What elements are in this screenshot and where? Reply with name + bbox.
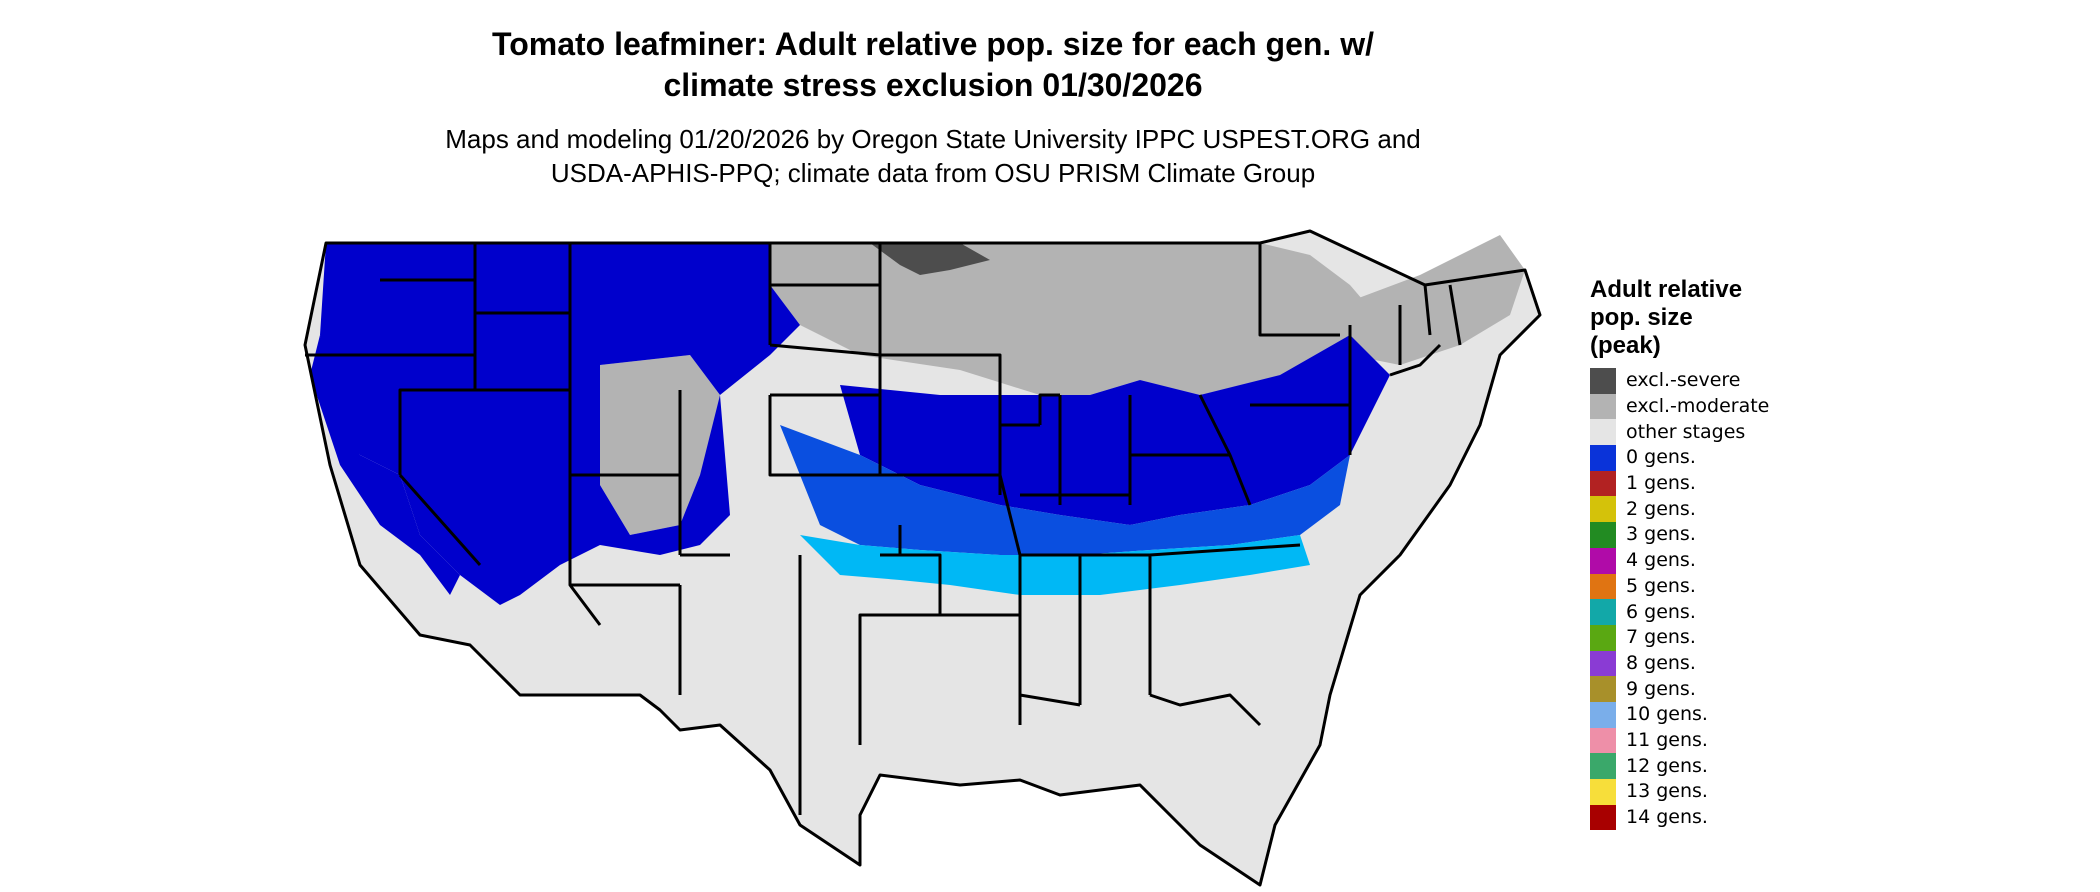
legend-item: 1 gens. (1590, 470, 1769, 497)
legend-item: 13 gens. (1590, 779, 1769, 805)
map-title: Tomato leafminer: Adult relative pop. si… (0, 24, 1866, 106)
legend-swatch (1590, 779, 1616, 805)
legend-swatch (1590, 650, 1616, 677)
legend-label: 8 gens. (1626, 651, 1696, 674)
map-legend: Adult relative pop. size (peak) excl.-se… (1590, 276, 1770, 831)
legend-label: 2 gens. (1626, 497, 1696, 520)
legend-label: 14 gens. (1626, 806, 1708, 829)
legend-label: 1 gens. (1626, 472, 1696, 495)
legend-label: 4 gens. (1626, 549, 1696, 572)
legend-item: 6 gens. (1590, 599, 1769, 625)
legend-item: 5 gens. (1590, 573, 1769, 600)
legend-label: 3 gens. (1626, 523, 1696, 546)
legend-swatch (1590, 522, 1616, 548)
legend-item: 12 gens. (1590, 753, 1769, 779)
legend-item: 4 gens. (1590, 547, 1769, 574)
legend-label: 13 gens. (1626, 780, 1708, 803)
legend-label: 6 gens. (1626, 600, 1696, 623)
legend-swatch (1590, 393, 1616, 420)
legend-swatch (1590, 676, 1616, 702)
legend-item: 9 gens. (1590, 676, 1769, 702)
legend-title-line-1: Adult relative (1590, 276, 1743, 303)
legend-label: 9 gens. (1626, 677, 1696, 700)
legend-swatch (1590, 470, 1616, 497)
legend-swatch (1590, 445, 1616, 471)
legend-swatch (1590, 624, 1616, 651)
legend-label: 10 gens. (1626, 703, 1708, 726)
legend-swatch (1590, 368, 1616, 394)
legend-item: 2 gens. (1590, 496, 1769, 523)
map-title-line-2: climate stress exclusion 01/30/2026 (663, 67, 1203, 103)
state-boundaries (303, 229, 1542, 887)
us-map (303, 229, 1542, 887)
legend-swatch (1590, 419, 1616, 446)
region-deep-blue-east (840, 335, 1390, 525)
legend-swatch (1590, 573, 1616, 600)
legend-title: Adult relative pop. size (peak) (1590, 276, 1769, 360)
legend-item: 10 gens. (1590, 701, 1769, 728)
map-subtitle-line-2: USDA-APHIS-PPQ; climate data from OSU PR… (550, 158, 1316, 188)
region-excl-moderate-co (600, 355, 720, 535)
legend-swatch (1590, 753, 1616, 779)
region-light-blue (800, 535, 1310, 595)
legend-item: 7 gens. (1590, 624, 1769, 651)
region-excl-severe (870, 243, 990, 275)
legend-swatch (1590, 701, 1616, 728)
legend-title-line-2: pop. size (1590, 304, 1693, 331)
region-ca-blue (310, 335, 460, 595)
legend-items: excl.-severe excl.-moderate other stages 0 … (1590, 368, 1770, 831)
region-excl-moderate (770, 243, 1380, 395)
region-excl-moderate-ne (1340, 235, 1525, 365)
map-subtitle: Maps and modeling 01/20/2026 by Oregon S… (0, 122, 1866, 190)
legend-label: 0 gens. (1626, 446, 1696, 469)
legend-item: excl.-severe (1590, 368, 1769, 394)
legend-item: 0 gens. (1590, 445, 1769, 471)
legend-item: 3 gens. (1590, 522, 1769, 548)
region-medium-blue (780, 425, 1350, 555)
region-deep-blue-west (320, 243, 800, 605)
legend-label: 12 gens. (1626, 754, 1708, 777)
legend-item: 14 gens. (1590, 804, 1769, 831)
legend-label: other stages (1626, 420, 1746, 443)
legend-item: 8 gens. (1590, 650, 1769, 677)
legend-swatch (1590, 599, 1616, 625)
legend-swatch (1590, 727, 1616, 754)
map-title-line-1: Tomato leafminer: Adult relative pop. si… (492, 26, 1374, 62)
legend-label: 11 gens. (1626, 728, 1708, 751)
legend-label: 7 gens. (1626, 626, 1696, 649)
legend-label: excl.-severe (1626, 369, 1741, 392)
legend-item: 11 gens. (1590, 727, 1769, 754)
legend-swatch (1590, 496, 1616, 523)
legend-swatch (1590, 804, 1616, 831)
legend-title-line-3: (peak) (1590, 332, 1661, 359)
legend-label: excl.-moderate (1626, 395, 1770, 418)
map-subtitle-line-1: Maps and modeling 01/20/2026 by Oregon S… (445, 124, 1421, 154)
legend-item: other stages (1590, 419, 1769, 446)
legend-swatch (1590, 547, 1616, 574)
legend-label: 5 gens. (1626, 574, 1696, 597)
legend-item: excl.-moderate (1590, 393, 1770, 420)
